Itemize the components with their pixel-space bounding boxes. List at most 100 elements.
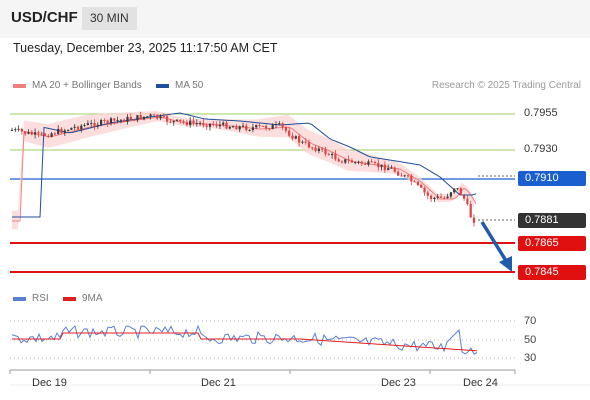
candle-body	[106, 120, 109, 124]
candle-body	[205, 125, 208, 127]
candle-body	[439, 196, 443, 198]
candle-body	[208, 123, 212, 127]
level-label-0955: 0.7955	[524, 107, 558, 119]
legend-ma20-label: MA 20 + Bollinger Bands	[32, 80, 142, 91]
candle-body	[37, 132, 40, 134]
candle-body	[192, 120, 195, 124]
candle-body	[334, 153, 337, 160]
candle-body	[70, 127, 73, 130]
candle-body	[40, 133, 43, 135]
candle-body	[119, 119, 122, 121]
rsi-line	[11, 324, 478, 355]
candle-body	[288, 130, 291, 136]
candle-body	[93, 122, 96, 127]
candle-body	[149, 114, 152, 117]
level-label-0930: 0.7930	[524, 143, 558, 155]
level-label-0910: 0.7910	[518, 171, 586, 186]
candle-body	[222, 122, 225, 125]
ma20-line	[12, 116, 477, 222]
candle-body	[423, 187, 426, 193]
candle-body	[397, 171, 400, 176]
candle-body	[123, 119, 126, 122]
rsi-lines	[11, 324, 478, 355]
candle-body	[278, 123, 281, 125]
level-label-0865: 0.7865	[518, 236, 586, 251]
candle-body	[179, 119, 182, 122]
candle-body	[166, 116, 169, 122]
candle-body	[235, 126, 238, 130]
candle-body	[459, 188, 462, 196]
candle-body	[83, 125, 86, 127]
candle-body	[215, 124, 218, 127]
legend-9ma: 9MA	[63, 293, 103, 304]
candle-body	[103, 119, 106, 121]
candle-body	[344, 159, 347, 163]
x-label-dec24: Dec 24	[463, 377, 498, 389]
candle-body	[311, 147, 314, 149]
candle-body	[446, 196, 449, 198]
candle-body	[314, 147, 317, 152]
candle-body	[337, 159, 340, 162]
candle-body	[321, 148, 324, 150]
candle-body	[449, 192, 452, 197]
rsi-swatch	[13, 296, 26, 301]
candle-body	[261, 125, 264, 127]
rsi-label-30: 30	[524, 352, 537, 364]
candle-body	[324, 148, 327, 155]
candle-body	[380, 164, 383, 168]
candle-body	[393, 167, 396, 172]
timeframe-button[interactable]: 30 MIN	[82, 7, 137, 30]
candle-body	[354, 162, 357, 164]
candle-body	[139, 115, 142, 120]
timestamp: Tuesday, December 23, 2025 11:17:50 AM C…	[13, 41, 278, 55]
candle-body	[53, 133, 56, 135]
candle-body	[251, 127, 254, 130]
candle-body	[146, 116, 149, 118]
candle-body	[232, 126, 235, 128]
ma50-swatch	[156, 83, 169, 88]
candle-body	[357, 161, 360, 163]
candle-body	[373, 161, 377, 164]
candle-body	[271, 124, 274, 130]
candle-body	[400, 175, 403, 177]
candle-body	[416, 181, 419, 185]
candle-body	[436, 196, 439, 198]
candle-body	[268, 128, 271, 130]
candle-body	[195, 122, 198, 124]
candle-body	[136, 115, 139, 121]
candle-body	[294, 136, 297, 139]
rsi-label-50: 50	[524, 334, 537, 346]
candle-body	[456, 188, 459, 190]
candle-body	[377, 163, 380, 168]
candle-body	[350, 160, 353, 163]
candle-body	[390, 167, 393, 169]
candle-body	[238, 126, 241, 130]
ma50-line	[12, 112, 477, 218]
candle-body	[90, 122, 93, 124]
legend-ma50-label: MA 50	[175, 80, 204, 91]
candle-body	[347, 159, 350, 161]
candle-body	[30, 131, 33, 135]
candle-body	[331, 153, 334, 156]
candle-body	[126, 116, 129, 122]
candle-body	[340, 161, 344, 163]
candle-body	[142, 116, 146, 120]
candle-body	[383, 164, 386, 171]
level-label-0845: 0.7845	[518, 265, 586, 280]
legend-ma20: MA 20 + Bollinger Bands	[13, 80, 142, 91]
candle-body	[47, 135, 50, 137]
rsi-ma-line	[12, 332, 478, 352]
candle-body	[116, 120, 119, 122]
candle-body	[291, 135, 294, 139]
current-price-label: 0.7881	[518, 213, 586, 228]
candle-body	[218, 124, 221, 127]
candle-body	[60, 128, 63, 133]
candle-body	[317, 148, 320, 152]
candle-body	[202, 122, 205, 126]
candle-body	[413, 181, 416, 183]
candlesticks	[10, 111, 476, 227]
candle-body	[133, 119, 136, 121]
credit-text: Research © 2025 Trading Central	[431, 80, 581, 91]
candle-body	[284, 127, 287, 131]
